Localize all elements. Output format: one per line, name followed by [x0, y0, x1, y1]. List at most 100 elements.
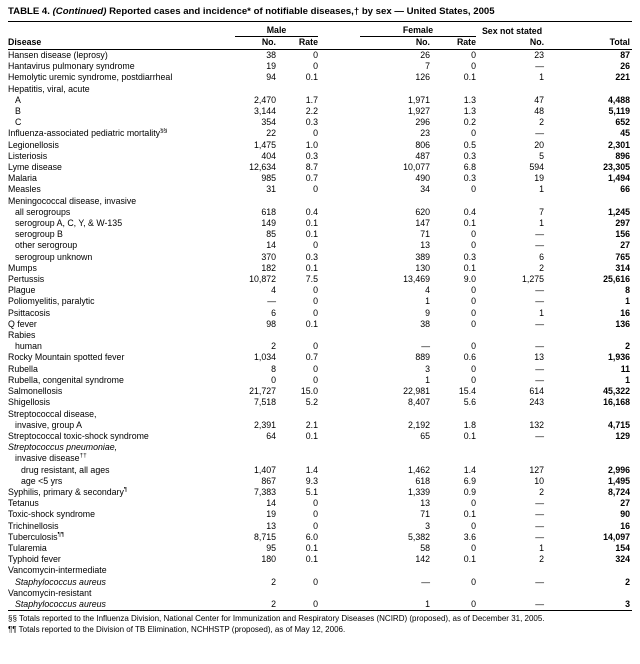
- disease-name: Trichinellosis: [8, 520, 59, 531]
- cell-male-rate: 0.1: [305, 218, 318, 229]
- disease-name: Meningococcal disease, invasive: [8, 195, 137, 206]
- cell-male-rate: 0.7: [305, 352, 318, 363]
- cell-female-no: 389: [415, 251, 430, 262]
- table-row: Poliomyelitis, paralytic — 0 1 0 — 1: [8, 296, 632, 307]
- table-row: human 2 0 — 0 — 2: [8, 341, 632, 352]
- cell-female-rate: [432, 84, 478, 95]
- cell-total: 16: [620, 520, 631, 531]
- cell-total: 652: [615, 117, 631, 128]
- cell-sex-not-stated-no: 10: [534, 475, 545, 486]
- cell-male-rate: 0.1: [305, 262, 318, 273]
- cell-female-no: 618: [415, 475, 430, 486]
- disease-name: B: [15, 106, 21, 117]
- table-row: Toxic-shock syndrome 19 0 71 0.1 — 90: [8, 509, 632, 520]
- cell-sex-not-stated-no: [478, 84, 546, 95]
- table-row: C 354 0.3 296 0.2 2 652: [8, 117, 632, 128]
- cell-female-rate: 0.1: [463, 554, 477, 565]
- cell-female-rate: 0: [471, 542, 477, 553]
- male-group-header: Male: [223, 22, 320, 37]
- cell-female-no: [320, 565, 432, 576]
- cell-total: 27: [620, 498, 631, 509]
- cell-male-no: 94: [266, 72, 276, 83]
- cell-female-rate: 0: [471, 576, 477, 587]
- cell-female-rate: [432, 409, 478, 420]
- cell-female-rate: 0: [471, 374, 477, 385]
- table-row: Streptococcal toxic-shock syndrome 64 0.1 6…: [8, 431, 632, 442]
- cell-female-rate: 0: [471, 363, 477, 374]
- cell-male-no: 4: [271, 285, 276, 296]
- table-title: TABLE 4. (Continued) Reported cases and …: [8, 5, 632, 18]
- cell-sex-not-stated-no: 47: [534, 94, 545, 105]
- table-row: Rubella 8 0 3 0 — 11: [8, 364, 632, 375]
- cell-total: 45: [620, 128, 631, 139]
- cell-total: [546, 409, 632, 420]
- cell-total: [546, 330, 632, 341]
- table-row: Lyme disease 12,634 8.7 10,077 6.8 594 23,305: [8, 162, 632, 173]
- cell-total: 14,097: [603, 531, 631, 542]
- disease-name: all serogroups: [15, 206, 71, 217]
- cell-female-no: 10,077: [403, 162, 430, 173]
- cell-male-no: 182: [261, 262, 276, 273]
- cell-sex-not-stated-no: [478, 196, 546, 207]
- cell-male-no: [223, 588, 278, 599]
- cell-male-no: [223, 442, 278, 453]
- cell-female-rate: [432, 196, 478, 207]
- cell-sex-not-stated-no: 1,275: [522, 274, 545, 285]
- cell-sex-not-stated-no: 132: [529, 419, 545, 430]
- title-prefix: TABLE 4.: [8, 6, 50, 17]
- cell-male-no: 38: [266, 50, 276, 60]
- cell-female-no: [320, 84, 432, 95]
- cell-male-no: 8,715: [253, 531, 276, 542]
- cell-male-rate: 0.1: [305, 542, 318, 553]
- cell-female-rate: 0.1: [463, 509, 477, 520]
- cell-male-no: [223, 196, 278, 207]
- cell-male-rate: 0: [313, 598, 318, 609]
- cell-sex-not-stated-no: [478, 409, 546, 420]
- cell-male-no: 1,034: [253, 352, 276, 363]
- cell-male-no: 149: [261, 218, 276, 229]
- cell-total: [546, 442, 632, 453]
- disease-name: Hansen disease (leprosy): [8, 50, 108, 60]
- cell-total: 314: [615, 262, 631, 273]
- cell-sex-not-stated-no: —: [535, 374, 545, 385]
- cell-female-no: 1,462: [407, 464, 430, 475]
- cell-total: 2: [625, 576, 631, 587]
- disease-name: Tetanus: [8, 498, 39, 509]
- cell-total: 324: [615, 554, 631, 565]
- cell-male-rate: 0: [313, 307, 318, 318]
- cell-total: 27: [620, 240, 631, 251]
- cell-male-rate: 0: [313, 61, 318, 72]
- disease-name: Mumps: [8, 262, 37, 273]
- section-row: Streptococcus pneumoniae,: [8, 442, 632, 453]
- cell-female-rate: 0.9: [463, 486, 477, 497]
- cell-female-rate: 0.4: [463, 206, 477, 217]
- cell-sex-not-stated-no: —: [535, 61, 545, 72]
- col-header-female-no: No.: [320, 37, 432, 50]
- cell-female-rate: 0: [471, 229, 477, 240]
- cell-sex-not-stated-no: 243: [529, 397, 545, 408]
- cell-male-no: 2: [271, 576, 276, 587]
- cell-male-rate: 0: [313, 128, 318, 139]
- cell-male-rate: 0: [313, 285, 318, 296]
- cell-female-rate: 1.3: [463, 106, 477, 117]
- section-row: Streptococcal disease,: [8, 409, 632, 420]
- cell-male-no: 64: [266, 430, 276, 441]
- sex-not-stated-group-header: Sex not stated: [481, 26, 543, 36]
- disease-name: Q fever: [8, 318, 37, 329]
- cell-female-rate: [432, 588, 478, 599]
- table-row: Staphylococcus aureus 2 0 — 0 — 2: [8, 577, 632, 588]
- col-header-total: Total: [546, 37, 633, 50]
- cell-female-rate: 0: [471, 128, 477, 139]
- disease-name: Streptococcal toxic-shock syndrome: [8, 430, 149, 441]
- cell-male-rate: 0.1: [305, 318, 318, 329]
- cell-female-no: 142: [415, 554, 430, 565]
- cell-total: [546, 588, 632, 599]
- cell-female-no: 4: [425, 285, 430, 296]
- cell-female-no: 22,981: [403, 386, 430, 397]
- cell-male-no: —: [267, 296, 276, 307]
- cell-sex-not-stated-no: —: [535, 520, 545, 531]
- cell-male-no: 95: [266, 542, 276, 553]
- disease-name: Pertussis: [8, 274, 45, 285]
- disease-name: other serogroup: [15, 240, 78, 251]
- cell-total: 1,494: [608, 173, 631, 184]
